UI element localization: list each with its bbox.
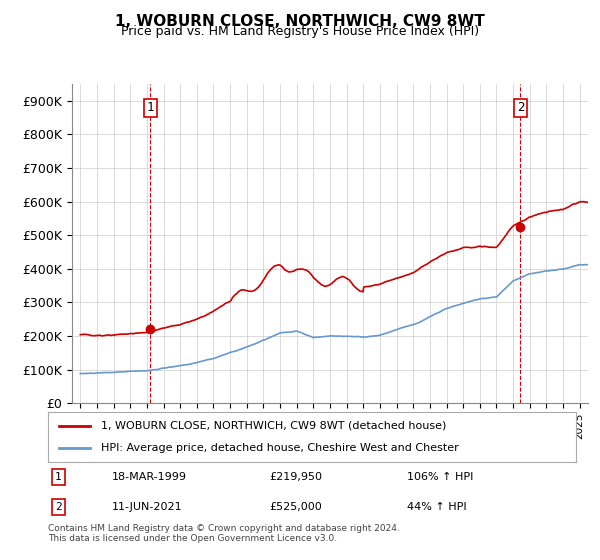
Text: 106% ↑ HPI: 106% ↑ HPI [407, 472, 473, 482]
Text: 1, WOBURN CLOSE, NORTHWICH, CW9 8WT (detached house): 1, WOBURN CLOSE, NORTHWICH, CW9 8WT (det… [101, 421, 446, 431]
Text: 1: 1 [146, 101, 154, 114]
Text: HPI: Average price, detached house, Cheshire West and Chester: HPI: Average price, detached house, Ches… [101, 443, 458, 453]
Text: 1, WOBURN CLOSE, NORTHWICH, CW9 8WT: 1, WOBURN CLOSE, NORTHWICH, CW9 8WT [115, 14, 485, 29]
Text: £219,950: £219,950 [270, 472, 323, 482]
Text: £525,000: £525,000 [270, 502, 323, 512]
Text: 2: 2 [55, 502, 62, 512]
Text: Price paid vs. HM Land Registry's House Price Index (HPI): Price paid vs. HM Land Registry's House … [121, 25, 479, 38]
Text: 1: 1 [55, 472, 62, 482]
Text: Contains HM Land Registry data © Crown copyright and database right 2024.
This d: Contains HM Land Registry data © Crown c… [48, 524, 400, 543]
Text: 11-JUN-2021: 11-JUN-2021 [112, 502, 182, 512]
Text: 2: 2 [517, 101, 524, 114]
Text: 44% ↑ HPI: 44% ↑ HPI [407, 502, 467, 512]
Text: 18-MAR-1999: 18-MAR-1999 [112, 472, 187, 482]
